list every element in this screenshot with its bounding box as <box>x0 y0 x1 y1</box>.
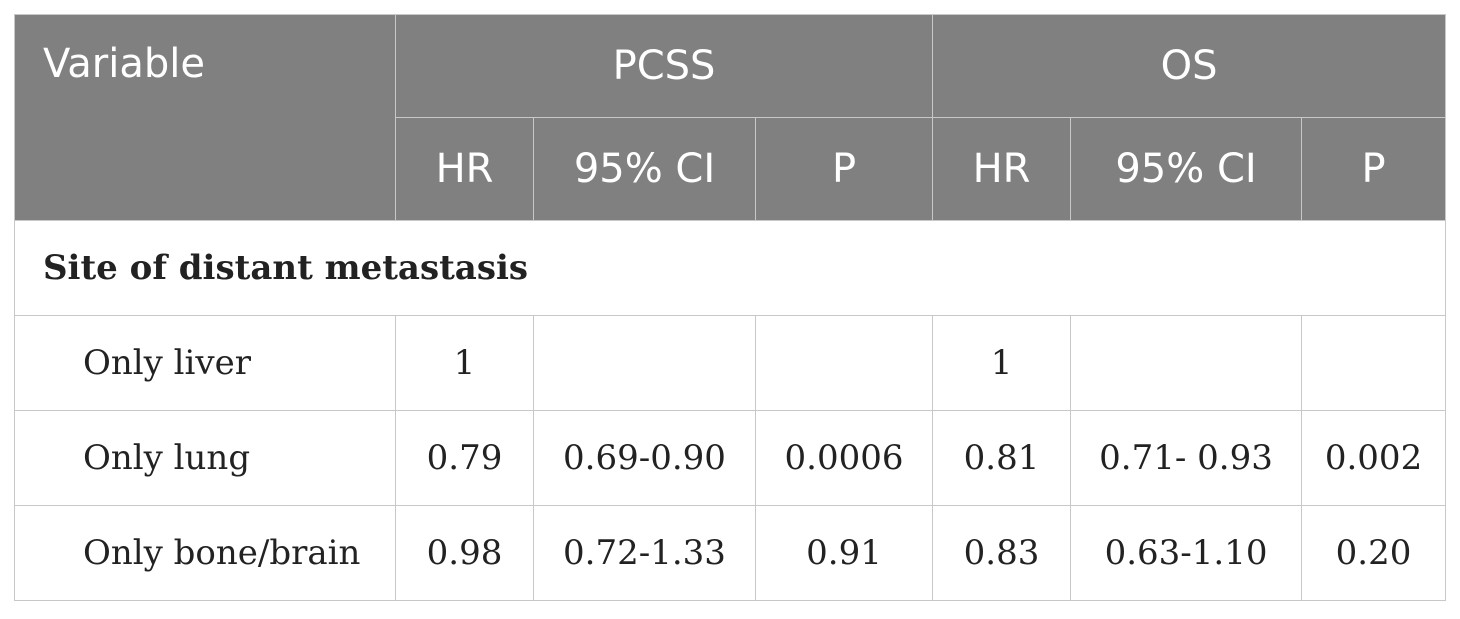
table-row: Only liver 1 1 <box>14 315 1447 411</box>
cell-os-hr: 1 <box>932 315 1072 411</box>
table-row: Only bone/brain 0.98 0.72-1.33 0.91 0.83… <box>14 505 1447 601</box>
row-label: Only lung <box>14 410 396 506</box>
cell-pcss-p: 0.91 <box>754 505 934 601</box>
table-header: Variable PCSS OS HR 95% CI P HR 95% CI P <box>14 14 1447 221</box>
cell-os-ci: 0.63-1.10 <box>1070 505 1303 601</box>
header-variable: Variable <box>14 14 396 221</box>
cell-os-p <box>1301 315 1447 411</box>
results-table: Variable PCSS OS HR 95% CI P HR 95% CI P… <box>13 14 1447 601</box>
cell-os-hr: 0.81 <box>932 410 1072 506</box>
header-group-os: OS <box>932 14 1447 118</box>
cell-os-p: 0.20 <box>1301 505 1447 601</box>
row-label: Only liver <box>14 315 396 411</box>
header-row-sub: HR 95% CI P HR 95% CI P <box>15 117 1447 221</box>
cell-os-ci <box>1070 315 1303 411</box>
cell-pcss-ci: 0.69-0.90 <box>533 410 756 506</box>
cell-os-hr: 0.83 <box>932 505 1072 601</box>
cell-os-ci: 0.71- 0.93 <box>1070 410 1303 506</box>
cell-pcss-ci: 0.72-1.33 <box>533 505 756 601</box>
row-label: Only bone/brain <box>14 505 396 601</box>
table-container: Variable PCSS OS HR 95% CI P HR 95% CI P… <box>13 14 1447 601</box>
header-os-hr: HR <box>932 117 1072 221</box>
cell-os-p: 0.002 <box>1301 410 1447 506</box>
table-body: Site of distant metastasis Only liver 1 … <box>13 220 1447 601</box>
cell-pcss-ci <box>533 315 756 411</box>
section-title: Site of distant metastasis <box>13 220 1447 316</box>
table-row: Only lung 0.79 0.69-0.90 0.0006 0.81 0.7… <box>14 410 1447 506</box>
section-row: Site of distant metastasis <box>13 220 1447 316</box>
header-os-ci: 95% CI <box>1070 117 1303 221</box>
cell-pcss-p: 0.0006 <box>754 410 934 506</box>
header-row-groups: Variable PCSS OS <box>14 14 1447 221</box>
cell-pcss-p <box>754 315 934 411</box>
header-pcss-hr: HR <box>395 117 534 221</box>
header-pcss-p: P <box>754 117 934 221</box>
header-group-pcss: PCSS <box>394 14 934 118</box>
cell-pcss-hr: 1 <box>395 315 534 411</box>
header-pcss-ci: 95% CI <box>533 117 756 221</box>
header-os-p: P <box>1301 117 1447 221</box>
cell-pcss-hr: 0.98 <box>395 505 534 601</box>
cell-pcss-hr: 0.79 <box>395 410 534 506</box>
